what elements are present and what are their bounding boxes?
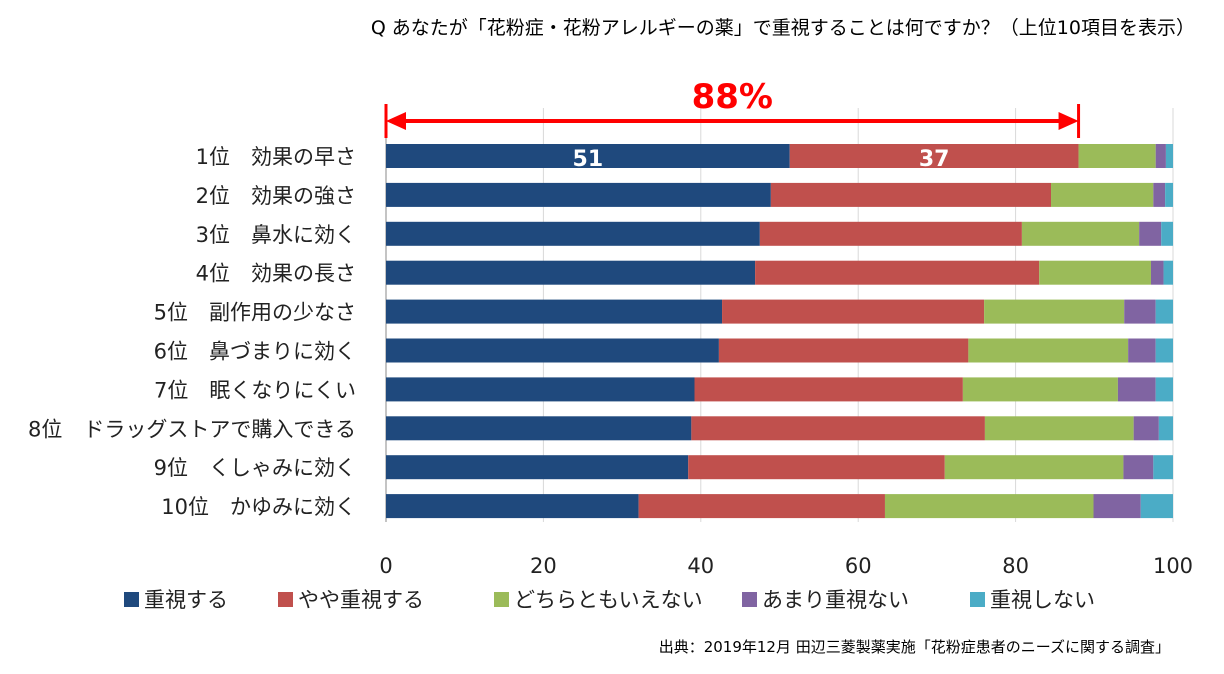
legend-label-3: どちらともいえない <box>514 588 703 612</box>
bar-5-series-1 <box>386 299 723 324</box>
bar-1-series-5 <box>1165 144 1173 168</box>
category-label-7: 7位 眠くなりにくい <box>154 378 356 402</box>
bar-4-series-4 <box>1150 260 1164 285</box>
bar-8-series-1 <box>386 416 692 441</box>
bar-10-series-3 <box>884 494 1094 519</box>
data-label-51: 51 <box>573 147 604 172</box>
bar-10-series-1 <box>386 494 639 519</box>
bar-5-series-5 <box>1155 299 1173 324</box>
category-label-5: 5位 副作用の少なさ <box>154 301 356 325</box>
bar-7-series-3 <box>962 377 1118 402</box>
bar-4-series-3 <box>1039 260 1151 285</box>
bar-5-series-4 <box>1124 299 1156 324</box>
category-label-3: 3位 鼻水に効く <box>196 223 356 247</box>
category-label-2: 2位 効果の強さ <box>196 184 356 208</box>
bar-4-series-1 <box>386 260 756 285</box>
bar-5-series-3 <box>984 299 1125 324</box>
chart-title: Q あなたが「花粉症・花粉アレルギーの薬」で重視することは何ですか？（上位10項… <box>371 17 1195 39</box>
bar-1-series-1 <box>386 144 790 168</box>
legend-swatch-1 <box>124 592 139 607</box>
bar-3-series-3 <box>1021 221 1140 246</box>
bar-6-series-4 <box>1128 338 1156 363</box>
category-label-1: 1位 効果の早さ <box>196 145 356 169</box>
bar-3-series-2 <box>759 221 1022 246</box>
x-tick-60: 60 <box>845 554 872 578</box>
bar-3-series-1 <box>386 221 760 246</box>
legend-swatch-2 <box>278 592 293 607</box>
bar-4-series-5 <box>1163 260 1173 285</box>
bar-1-series-2 <box>789 144 1079 168</box>
bar-6-series-5 <box>1155 338 1173 363</box>
legend-label-4: あまり重視ない <box>762 588 909 612</box>
bar-2-series-4 <box>1153 182 1166 207</box>
legend-label-5: 重視しない <box>990 588 1095 612</box>
bar-1-series-4 <box>1155 144 1166 168</box>
category-label-6: 6位 鼻づまりに効く <box>154 340 356 364</box>
legend-label-2: やや重視する <box>298 588 424 612</box>
annotation-88-percent: 88% <box>384 77 1081 138</box>
category-labels: 1位 効果の早さ 2位 効果の強さ 3位 鼻水に効く 4位 効果の長さ 5位 副作用の少… <box>28 145 356 519</box>
legend-label-1: 重視する <box>144 588 228 612</box>
bar-2-series-3 <box>1051 182 1154 207</box>
category-label-9: 9位 くしゃみに効く <box>154 456 356 480</box>
bar-7-series-5 <box>1155 377 1173 402</box>
data-labels: 51 37 <box>573 147 950 172</box>
bar-8-series-2 <box>691 416 985 441</box>
annotation-label: 88% <box>692 77 773 117</box>
legend-swatch-4 <box>742 592 757 607</box>
bar-9-series-2 <box>688 455 945 480</box>
x-tick-0: 0 <box>379 554 392 578</box>
bar-7-series-1 <box>386 377 695 402</box>
bar-2-series-5 <box>1165 182 1173 207</box>
x-tick-100: 100 <box>1153 554 1193 578</box>
annotation-arrowhead-right <box>1058 112 1079 130</box>
legend: 重視する やや重視する どちらともいえない あまり重視ない 重視しない <box>124 588 1095 612</box>
bar-10-series-5 <box>1140 494 1173 519</box>
bar-6-series-3 <box>968 338 1129 363</box>
bar-7-series-4 <box>1117 377 1156 402</box>
category-label-10: 10位 かゆみに効く <box>161 495 356 519</box>
bar-6-series-1 <box>386 338 719 363</box>
data-label-37: 37 <box>919 147 950 172</box>
bar-8-series-3 <box>984 416 1134 441</box>
category-label-8: 8位 ドラッグストアで購入できる <box>28 417 356 441</box>
legend-swatch-3 <box>494 592 509 607</box>
bar-1-series-3 <box>1078 144 1156 168</box>
bar-9-series-1 <box>386 455 689 480</box>
bar-4-series-2 <box>755 260 1040 285</box>
source-note: 出典：2019年12月 田辺三菱製薬実施「花粉症患者のニーズに関する調査」 <box>659 638 1170 656</box>
bar-9-series-4 <box>1123 455 1154 480</box>
bar-2-series-1 <box>386 182 771 207</box>
legend-swatch-5 <box>970 592 985 607</box>
bar-3-series-5 <box>1161 221 1173 246</box>
bar-7-series-2 <box>694 377 963 402</box>
bar-9-series-5 <box>1153 455 1173 480</box>
bar-10-series-4 <box>1093 494 1141 519</box>
bar-3-series-4 <box>1139 221 1162 246</box>
bar-5-series-2 <box>722 299 985 324</box>
bar-10-series-2 <box>638 494 885 519</box>
x-tick-labels: 0 20 40 60 80 100 <box>379 554 1193 578</box>
bar-6-series-2 <box>718 338 969 363</box>
bars <box>386 144 1173 519</box>
annotation-arrowhead-left <box>386 112 406 130</box>
bar-8-series-5 <box>1158 416 1173 441</box>
x-tick-20: 20 <box>530 554 557 578</box>
bar-8-series-4 <box>1133 416 1159 441</box>
category-label-4: 4位 効果の長さ <box>196 262 356 286</box>
bar-9-series-3 <box>944 455 1124 480</box>
x-tick-80: 80 <box>1002 554 1029 578</box>
x-tick-40: 40 <box>687 554 714 578</box>
bar-2-series-2 <box>770 182 1052 207</box>
